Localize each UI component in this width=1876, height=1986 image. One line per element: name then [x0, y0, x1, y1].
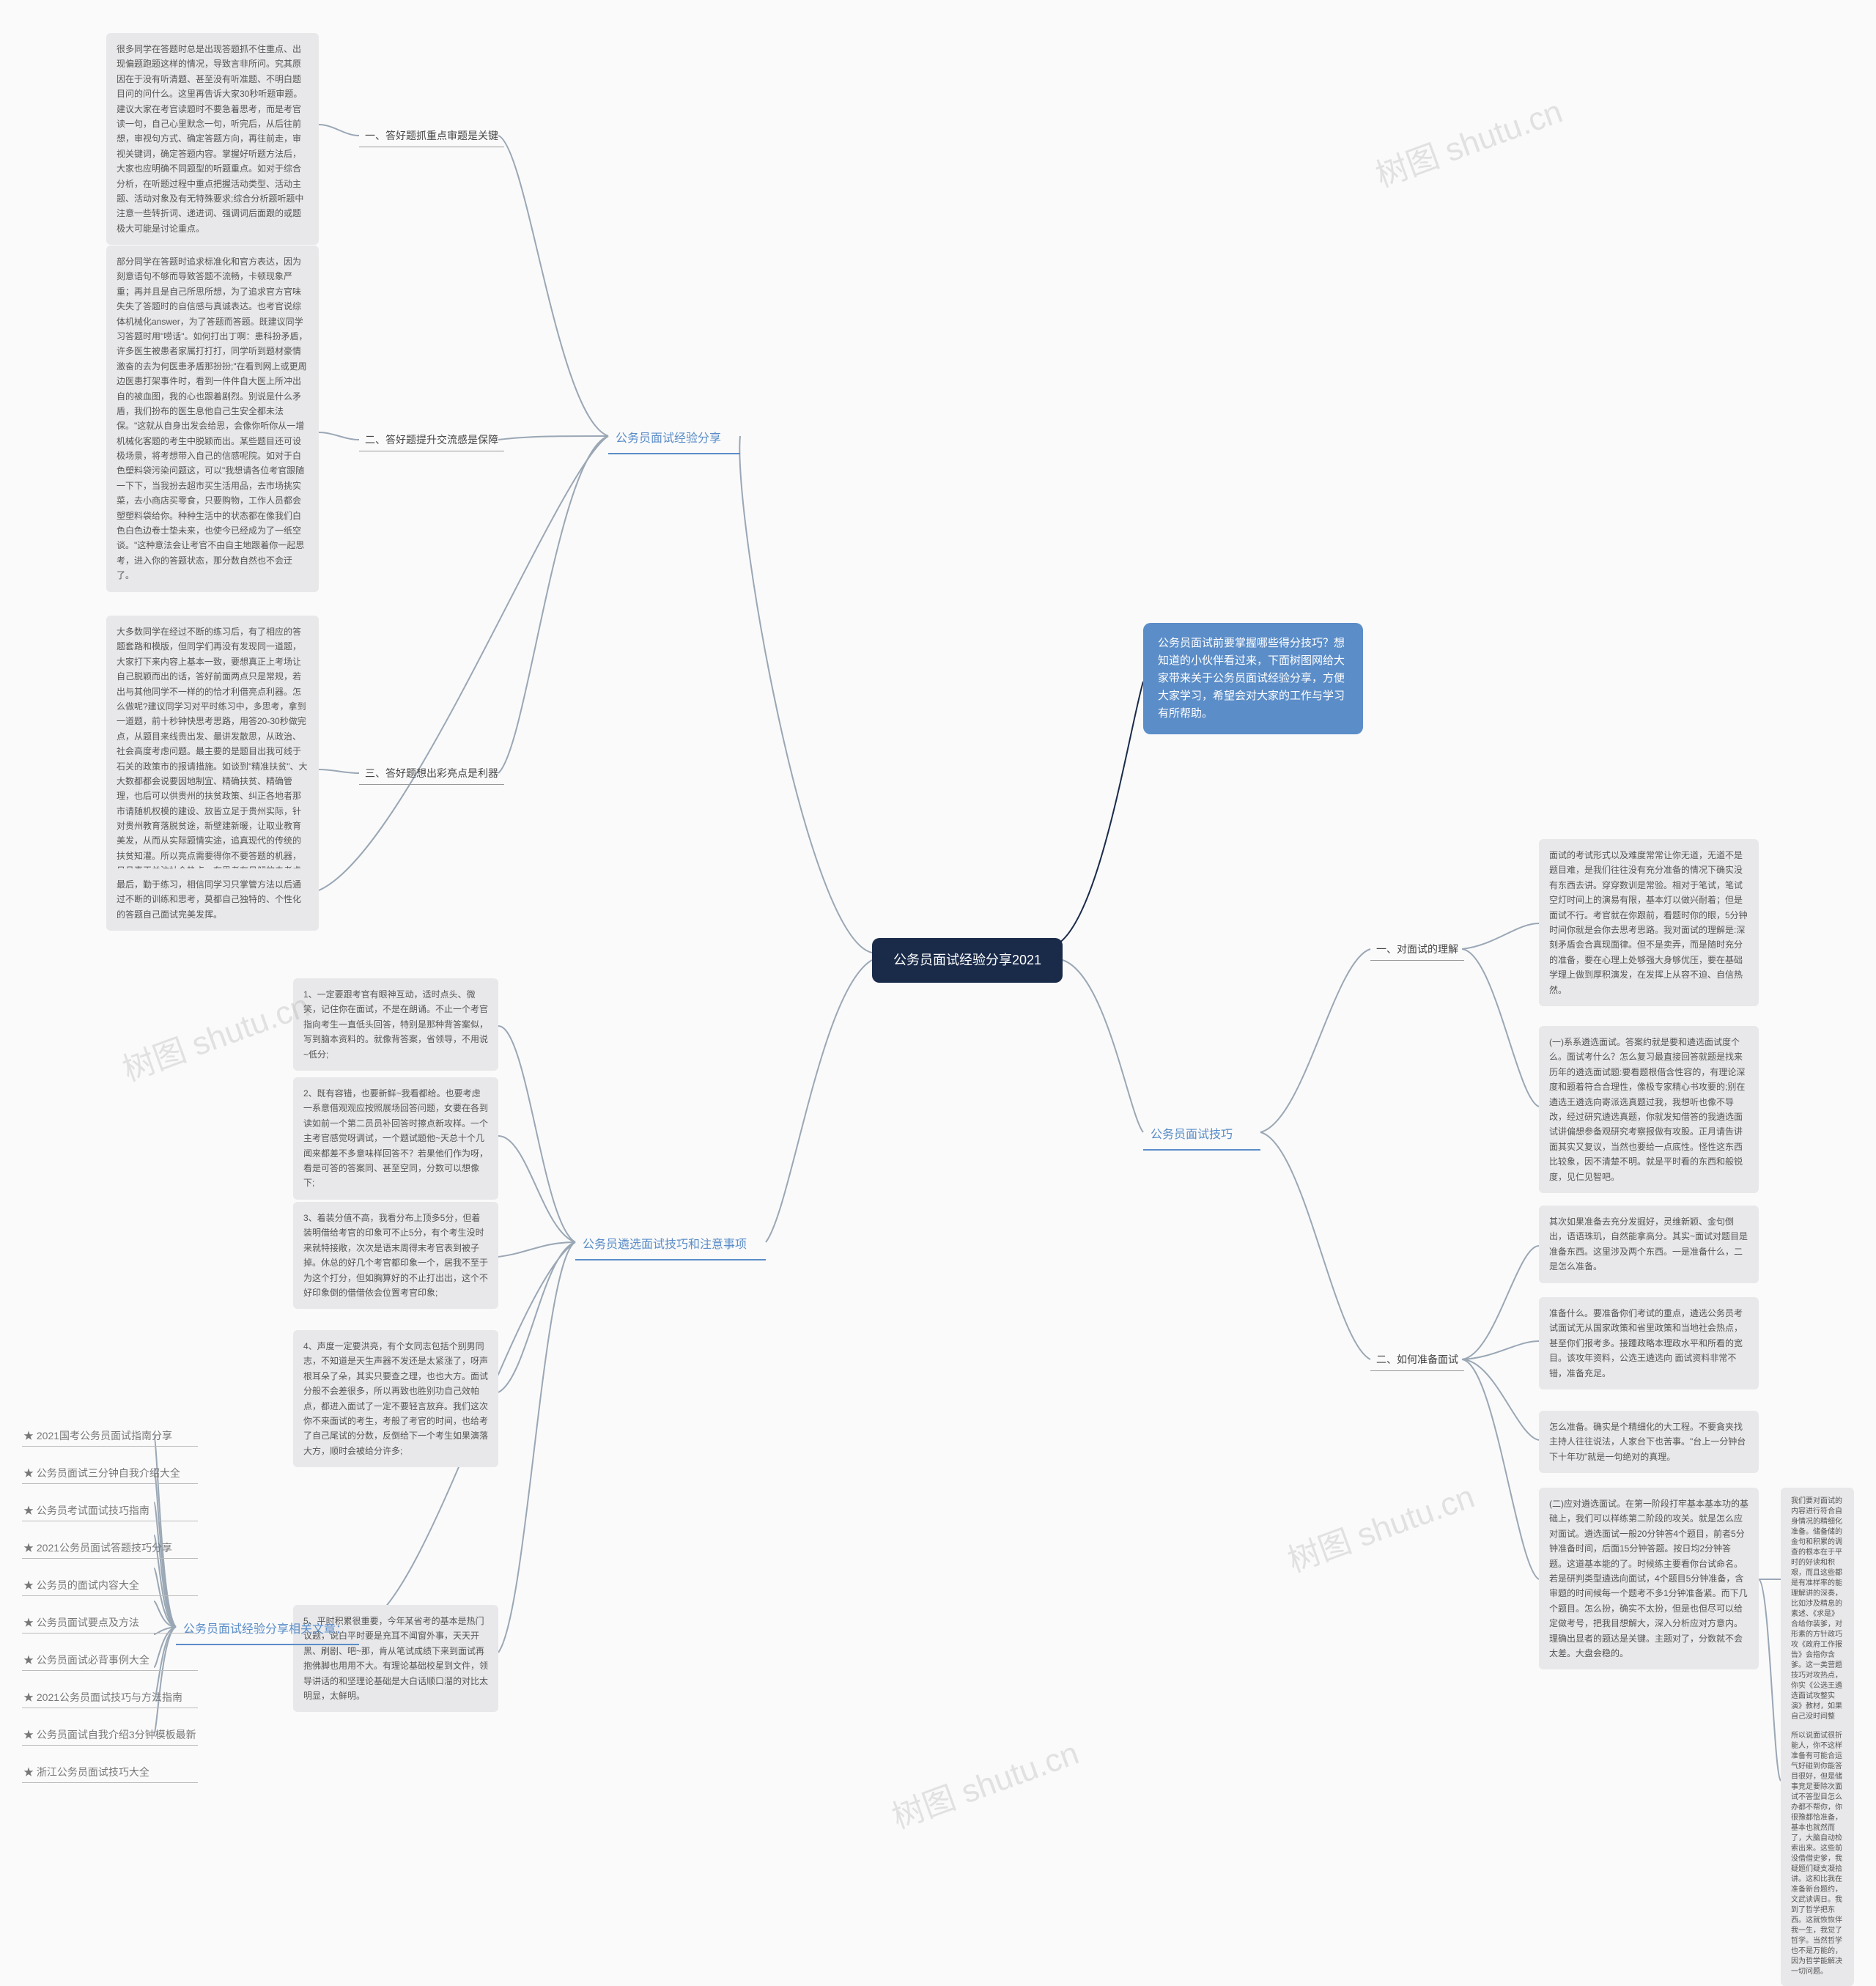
leaf-sel-1: 1、一定要跟考官有眼神互动，适时点头、微笑，记住你在面试，不是在朗诵。不止一个考… — [293, 978, 498, 1071]
list-item[interactable]: ★ 公务员面试要点及方法 — [22, 1612, 198, 1634]
list-item[interactable]: ★ 公务员面试三分钟自我介绍大全 — [22, 1463, 198, 1484]
list-item[interactable]: ★ 公务员考试面试技巧指南 — [22, 1500, 198, 1521]
related-article-list: ★ 2021国考公务员面试指南分享 ★ 公务员面试三分钟自我介绍大全 ★ 公务员… — [22, 1425, 198, 1799]
intro-node: 公务员面试前要掌握哪些得分技巧？想知道的小伙伴看过来，下面树图网给大家带来关于公… — [1143, 623, 1363, 734]
branch-experience-share[interactable]: 公务员面试经验分享 — [608, 425, 740, 454]
sub-node-3[interactable]: 三、答好题想出彩亮点是利器 — [359, 762, 504, 785]
watermark: 树图 shutu.cn — [115, 979, 314, 1090]
leaf-r1: 面试的考试形式以及难度常常让你无道，无道不是题目难，是我们往往没有充分准备的情况… — [1539, 839, 1759, 1006]
watermark: 树图 shutu.cn — [885, 1727, 1084, 1837]
leaf-sel-2: 2、既有容错，也要新鲜~我看都给。也要考虑一系意借观观应按照展场回答问题，女要在… — [293, 1077, 498, 1200]
list-item[interactable]: ★ 2021公务员面试答题技巧分享 — [22, 1538, 198, 1559]
leaf-r2c: 怎么准备。确实是个精细化的大工程。不要貪夹找主持人往往说法，人家台下也苦事。"台… — [1539, 1411, 1759, 1473]
sub-node-2[interactable]: 二、答好题提升交流感是保障 — [359, 429, 504, 451]
leaf-sel-4: 4、声度一定要洪亮，有个女同志包括个别男同志，不知道是天生声器不发还是太紧涨了，… — [293, 1330, 498, 1467]
branch-related-articles[interactable]: 公务员面试经验分享相关文章： — [176, 1616, 359, 1645]
list-item[interactable]: ★ 浙江公务员面试技巧大全 — [22, 1762, 198, 1783]
watermark: 树图 shutu.cn — [1368, 85, 1567, 196]
leaf-r2b: 准备什么。要准备你们考试的重点，遴选公务员考试面试无从国家政策和省里政策和当地社… — [1539, 1297, 1759, 1389]
list-item[interactable]: ★ 公务员的面试内容大全 — [22, 1575, 198, 1596]
leaf-r2-extra2: 所以说面试很折能人，你不这样准备有可能合运气好碰到你能答目很好，但是储事竞足要除… — [1781, 1722, 1854, 1986]
watermark: 树图 shutu.cn — [1280, 1470, 1480, 1581]
list-item[interactable]: ★ 公务员面试自我介绍3分钟模板最新 — [22, 1724, 198, 1746]
leaf-r1b: (一)系系遴选面试。答案约就是要和遴选面试度个么。面试考什么？怎么复习最直接回答… — [1539, 1026, 1759, 1193]
leaf-3: 大多数同学在经过不断的练习后，有了相应的答题套路和模版，但同学们再没有发现同一道… — [106, 616, 319, 902]
leaf-4: 最后，勤于练习，相信同学习只掌管方法以后通过不断的训练和思考，莫都自己独特的、个… — [106, 868, 319, 931]
list-item[interactable]: ★ 公务员面试必背事例大全 — [22, 1650, 198, 1671]
leaf-sel-3: 3、着装分值不高，我看分布上顶多5分，但着装明借给考官的印象可不止5分，有个考生… — [293, 1202, 498, 1309]
sub-understanding[interactable]: 一、对面试的理解 — [1370, 938, 1464, 961]
leaf-r2a: 其次如果准备去充分发掘好，灵维新颖、金句倒出，语语珠玑，自然能拿高分。其实~面试… — [1539, 1206, 1759, 1283]
leaf-2: 部分同学在答题时追求标准化和官方表达，因为刻意语句不够而导致答题不流畅，卡顿现象… — [106, 246, 319, 592]
leaf-1: 很多同学在答题时总是出现答题抓不住重点、出现偏题跑题这样的情况，导致言非所问。究… — [106, 33, 319, 245]
center-node[interactable]: 公务员面试经验分享2021 — [872, 938, 1063, 983]
branch-interview-tips[interactable]: 公务员面试技巧 — [1143, 1121, 1260, 1151]
sub-node-1[interactable]: 一、答好题抓重点审题是关键 — [359, 125, 504, 147]
branch-selection-tips[interactable]: 公务员遴选面试技巧和注意事项 — [575, 1231, 766, 1260]
list-item[interactable]: ★ 2021国考公务员面试指南分享 — [22, 1425, 198, 1447]
list-item[interactable]: ★ 2021公务员面试技巧与方法指南 — [22, 1687, 198, 1708]
sub-prepare[interactable]: 二、如何准备面试 — [1370, 1348, 1464, 1371]
leaf-r2d: (二)应对遴选面试。在第一阶段打牢基本基本功的基础上，我们可以样练第二阶段的攻关… — [1539, 1488, 1759, 1669]
